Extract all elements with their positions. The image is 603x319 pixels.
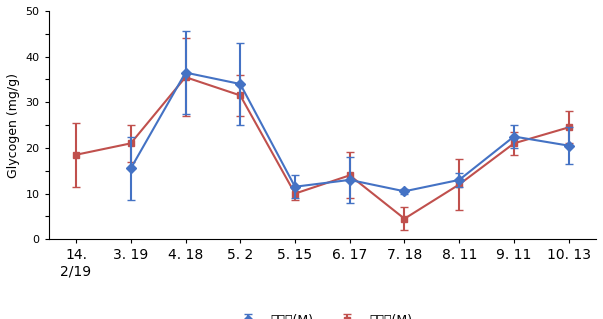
Y-axis label: Glycogen (mg/g): Glycogen (mg/g) bbox=[7, 73, 20, 178]
Legend: 중국산(M), 충청산(M): 중국산(M), 충청산(M) bbox=[227, 309, 417, 319]
